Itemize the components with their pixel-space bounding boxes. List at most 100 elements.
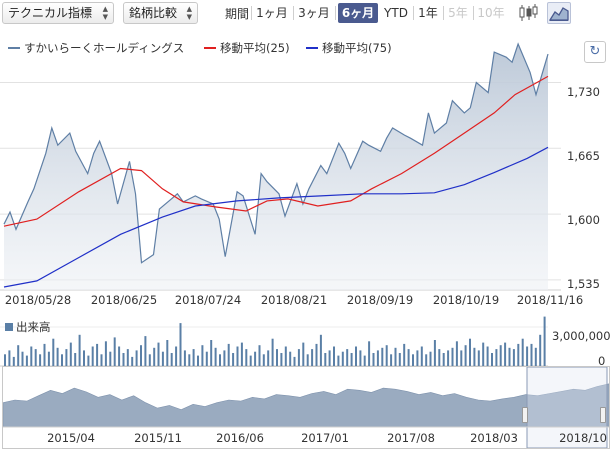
volume-bar [363,355,366,366]
technical-indicator-label: テクニカル指標 [8,6,93,20]
y-tick-label: 1,535 [567,277,600,291]
compare-select[interactable]: 銘柄比較 ▲ ▼ [123,2,198,24]
candlestick-icon[interactable] [516,2,540,24]
volume-bar [52,338,55,366]
y-tick-label: 1,730 [567,85,600,99]
navigator-area [2,383,610,428]
volume-bar [144,336,147,366]
x-tick-label: 2018/05/28 [4,293,72,307]
period-1m-button[interactable]: 1ヶ月 [256,6,288,20]
volume-bar [43,343,46,366]
volume-bar [271,338,274,366]
volume-tick-label: 3,000,000 [552,329,611,343]
volume-bar [442,353,445,366]
volume-bar [289,351,292,366]
volume-bar [429,351,432,366]
compare-label: 銘柄比較 [129,6,178,20]
navigator-selection [526,366,608,449]
volume-bar [359,350,362,366]
period-5y-button[interactable]: 5年 [448,6,468,20]
period-1y-button[interactable]: 1年 [418,6,438,20]
volume-bar [47,351,50,366]
volume-bar [91,346,94,366]
volume-bar [39,354,42,366]
volume-bar [293,356,296,366]
volume-bar [451,347,454,366]
volume-bar [394,347,397,366]
volume-bar [78,334,81,366]
period-ytd-button[interactable]: YTD [384,6,408,20]
volume-bar [297,349,300,366]
y-tick-label: 1,665 [567,149,600,163]
volume-bar [166,340,169,366]
volume-bar [403,343,406,366]
navigator-left-handle[interactable] [522,407,528,423]
volume-bar [210,340,213,366]
legend-ma25: 移動平均(25) [204,40,290,56]
volume-bar [25,355,28,366]
volume-bar [381,347,384,366]
volume-bar [346,349,349,366]
volume-bar [249,355,252,366]
range-navigator[interactable] [2,366,610,449]
x-tick-label: 2018/07/24 [174,293,242,307]
volume-bar [447,350,450,366]
volume-bar [122,353,125,366]
volume-bar [311,349,314,366]
period-3m-button[interactable]: 3ヶ月 [298,6,330,20]
ma75-line [3,146,549,288]
volume-bar [302,342,305,366]
legend-ma75-label: 移動平均(75) [322,41,392,55]
navigator-tick-label: 2018/10 [559,431,607,445]
volume-bar [104,341,107,366]
volume-bar [254,351,257,366]
navigator-chart [2,366,610,449]
volume-bar [355,346,357,366]
divider [293,6,294,20]
volume-bar [482,342,485,366]
volume-bar [368,341,371,366]
volume-bar [192,349,195,366]
volume-bar [333,346,335,366]
navigator-tick-label: 2015/11 [134,431,182,445]
volume-bar [109,351,112,366]
navigator-tick-label: 2017/08 [387,431,435,445]
divider [443,6,444,20]
volume-bar [8,350,11,366]
volume-title: 出来高 [16,320,51,334]
legend-price-label: すかいらーくホールディングス [24,41,185,55]
period-6m-button[interactable]: 6ヶ月 [338,3,378,23]
volume-bar [337,355,340,366]
volume-bar [161,351,164,366]
volume-bar [324,353,327,366]
volume-bar [284,346,287,366]
volume-bar [508,347,511,366]
toolbar: テクニカル指標 ▲ ▼ 銘柄比較 ▲ ▼ 期間 1ヶ月 3ヶ月 6ヶ月 YTD 1年… [0,0,612,28]
volume-bar [385,345,388,366]
volume-bar [526,346,529,366]
volume-bar [438,349,441,366]
technical-indicator-select[interactable]: テクニカル指標 ▲ ▼ [2,2,114,24]
volume-bar [61,354,63,366]
volume-bar [135,350,138,366]
legend-ma75: 移動平均(75) [306,40,392,56]
volume-bar [197,355,199,366]
legend-ma25-label: 移動平均(25) [220,41,290,55]
volume-bar [543,316,546,366]
volume-bar [276,349,278,366]
volume-bar [74,353,77,366]
volume-bar [350,353,353,366]
volume-bar [341,351,344,366]
period-10y-button[interactable]: 10年 [477,6,505,20]
navigator-right-handle[interactable] [600,407,606,423]
divider [413,6,414,20]
volume-bar [416,350,419,366]
volume-bar [21,351,24,366]
divider [335,6,336,20]
volume-bar [148,354,151,366]
area-chart-icon[interactable] [547,2,571,24]
reload-button[interactable]: ↻ [584,41,606,63]
volume-bar [227,343,230,366]
volume-bar [69,342,72,366]
volume-bar [469,338,471,366]
